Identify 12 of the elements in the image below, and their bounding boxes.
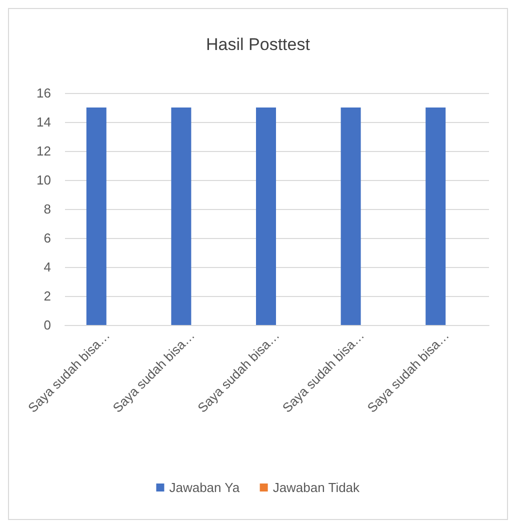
y-tick-label: 8 xyxy=(44,202,51,216)
y-tick-label: 14 xyxy=(36,114,51,130)
legend-label: Jawaban Tidak xyxy=(272,480,360,495)
y-tick-label: 0 xyxy=(44,318,51,332)
y-tick-label: 6 xyxy=(44,230,51,246)
chart-title: Hasil Posttest xyxy=(206,35,310,54)
y-tick-label: 10 xyxy=(36,172,51,188)
y-tick-label: 4 xyxy=(44,260,51,274)
legend-label: Jawaban Ya xyxy=(169,480,240,495)
y-tick-label: 16 xyxy=(36,86,51,100)
y-tick-label: 2 xyxy=(44,288,51,304)
y-tick-label: 12 xyxy=(36,144,51,158)
